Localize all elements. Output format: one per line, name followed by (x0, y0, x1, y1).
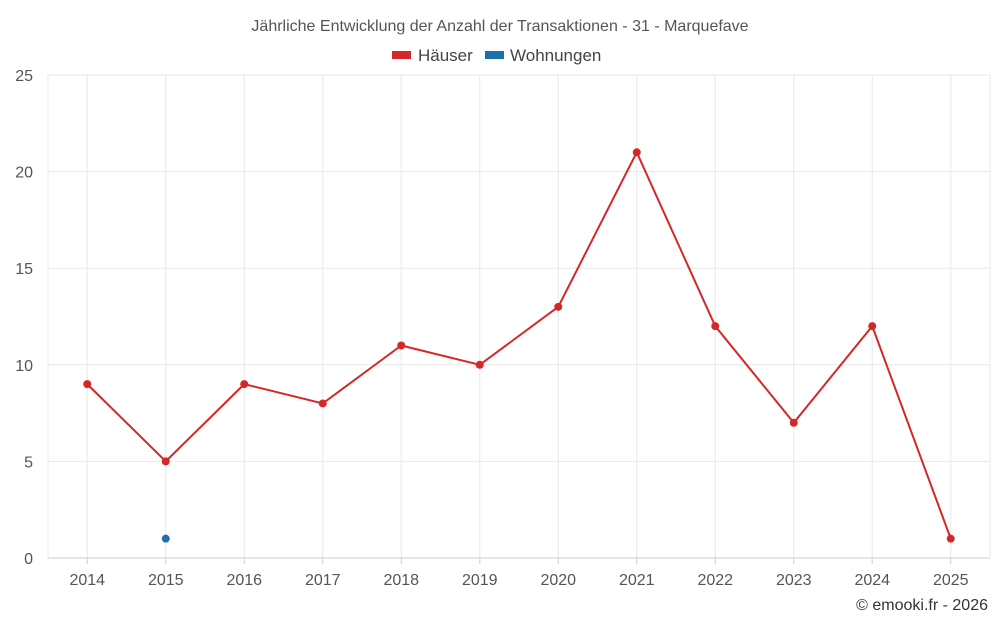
x-tick-label: 2024 (854, 572, 890, 589)
data-point[interactable] (83, 380, 92, 389)
series-1 (83, 148, 955, 543)
legend-label: Häuser (418, 46, 473, 65)
grid (48, 74, 990, 558)
y-tick-label: 25 (15, 68, 33, 85)
y-tick-label: 20 (15, 165, 33, 182)
data-point[interactable] (868, 322, 877, 331)
x-tick-label: 2018 (383, 572, 419, 589)
y-tick-label: 15 (15, 261, 33, 278)
data-point[interactable] (711, 322, 720, 331)
x-tick-label: 2014 (69, 572, 105, 589)
series (83, 148, 955, 543)
x-tick-label: 2025 (933, 572, 969, 589)
data-point[interactable] (632, 148, 641, 157)
y-tick-label: 0 (24, 551, 33, 568)
legend-swatch (485, 51, 504, 59)
data-point[interactable] (318, 399, 327, 408)
legend-item-2[interactable]: Wohnungen (485, 46, 601, 65)
x-tick-label: 2015 (148, 572, 184, 589)
data-point[interactable] (397, 341, 406, 350)
legend-label: Wohnungen (510, 46, 601, 65)
x-tick-label: 2020 (540, 572, 576, 589)
legend-item-1[interactable]: Häuser (392, 46, 473, 65)
x-tick-label: 2016 (226, 572, 262, 589)
y-tick-label: 5 (24, 454, 33, 471)
legend-swatch (392, 51, 411, 59)
legend: Häuser Wohnungen (392, 46, 601, 65)
data-point[interactable] (161, 457, 170, 466)
data-point[interactable] (789, 418, 798, 427)
credit-text: © emooki.fr - 2026 (856, 597, 988, 614)
x-tick-label: 2021 (619, 572, 655, 589)
x-tick-label: 2019 (462, 572, 498, 589)
x-tick-label: 2023 (776, 572, 812, 589)
data-point[interactable] (946, 534, 955, 543)
data-point[interactable] (240, 380, 249, 389)
data-point[interactable] (475, 360, 484, 369)
data-point[interactable] (161, 534, 170, 543)
series-2 (161, 534, 170, 543)
y-tick-label: 10 (15, 358, 33, 375)
series-line (86, 149, 952, 540)
x-tick-label: 2017 (305, 572, 341, 589)
chart-title: Jährliche Entwicklung der Anzahl der Tra… (251, 18, 748, 35)
data-point[interactable] (554, 302, 563, 311)
x-tick-label: 2022 (697, 572, 733, 589)
